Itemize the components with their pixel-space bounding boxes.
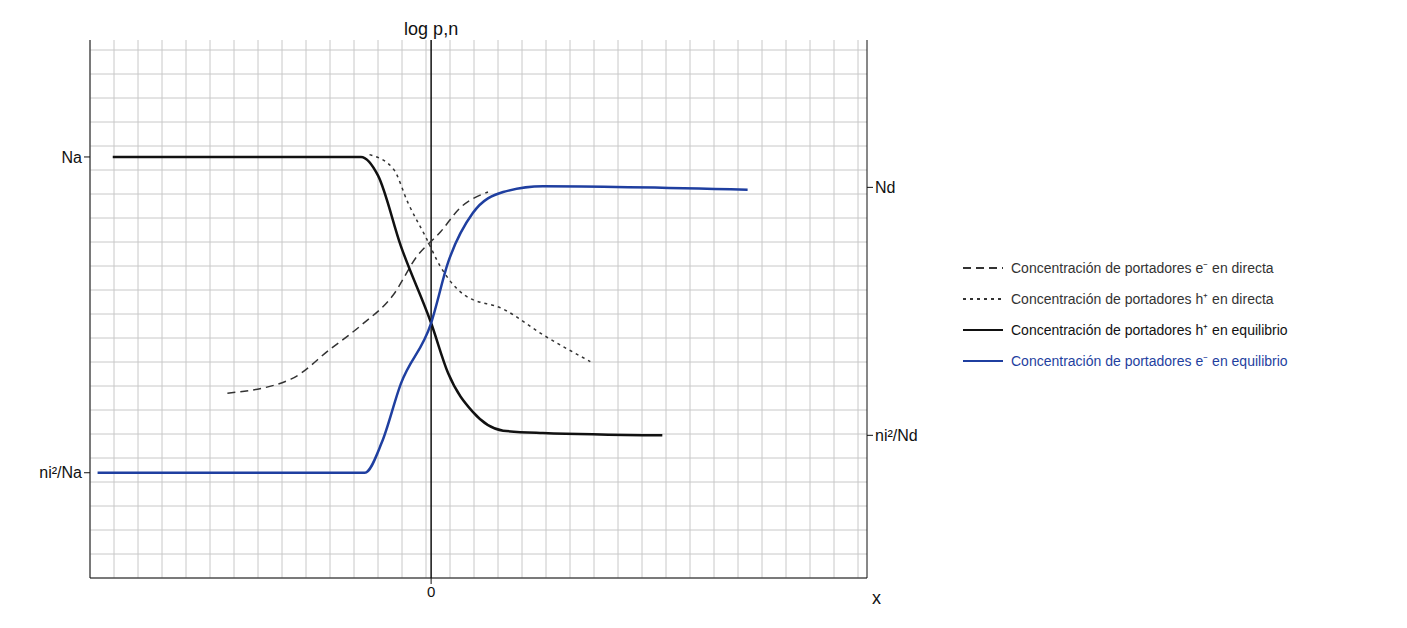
svg-text:Na: Na	[62, 149, 83, 166]
html-text:Concentración de portadores e⁻: Concentración de portadores e⁻ en equili…	[1011, 353, 1288, 369]
svg-text:ni²/Nd: ni²/Nd	[875, 427, 918, 444]
svg-text:Nd: Nd	[875, 179, 895, 196]
svg-text:ni²/Na: ni²/Na	[39, 464, 82, 481]
svg-text:0: 0	[427, 583, 435, 600]
html-text:Concentración de portadores h⁺: Concentración de portadores h⁺ en direct…	[1011, 291, 1274, 307]
html-text:Concentración de portadores h⁺: Concentración de portadores h⁺ en equili…	[1011, 322, 1288, 338]
svg-text:x: x	[872, 588, 881, 608]
html-text:Concentración de portadores e⁻: Concentración de portadores e⁻ en direct…	[1011, 260, 1274, 276]
svg-text:log p,n: log p,n	[404, 19, 458, 39]
